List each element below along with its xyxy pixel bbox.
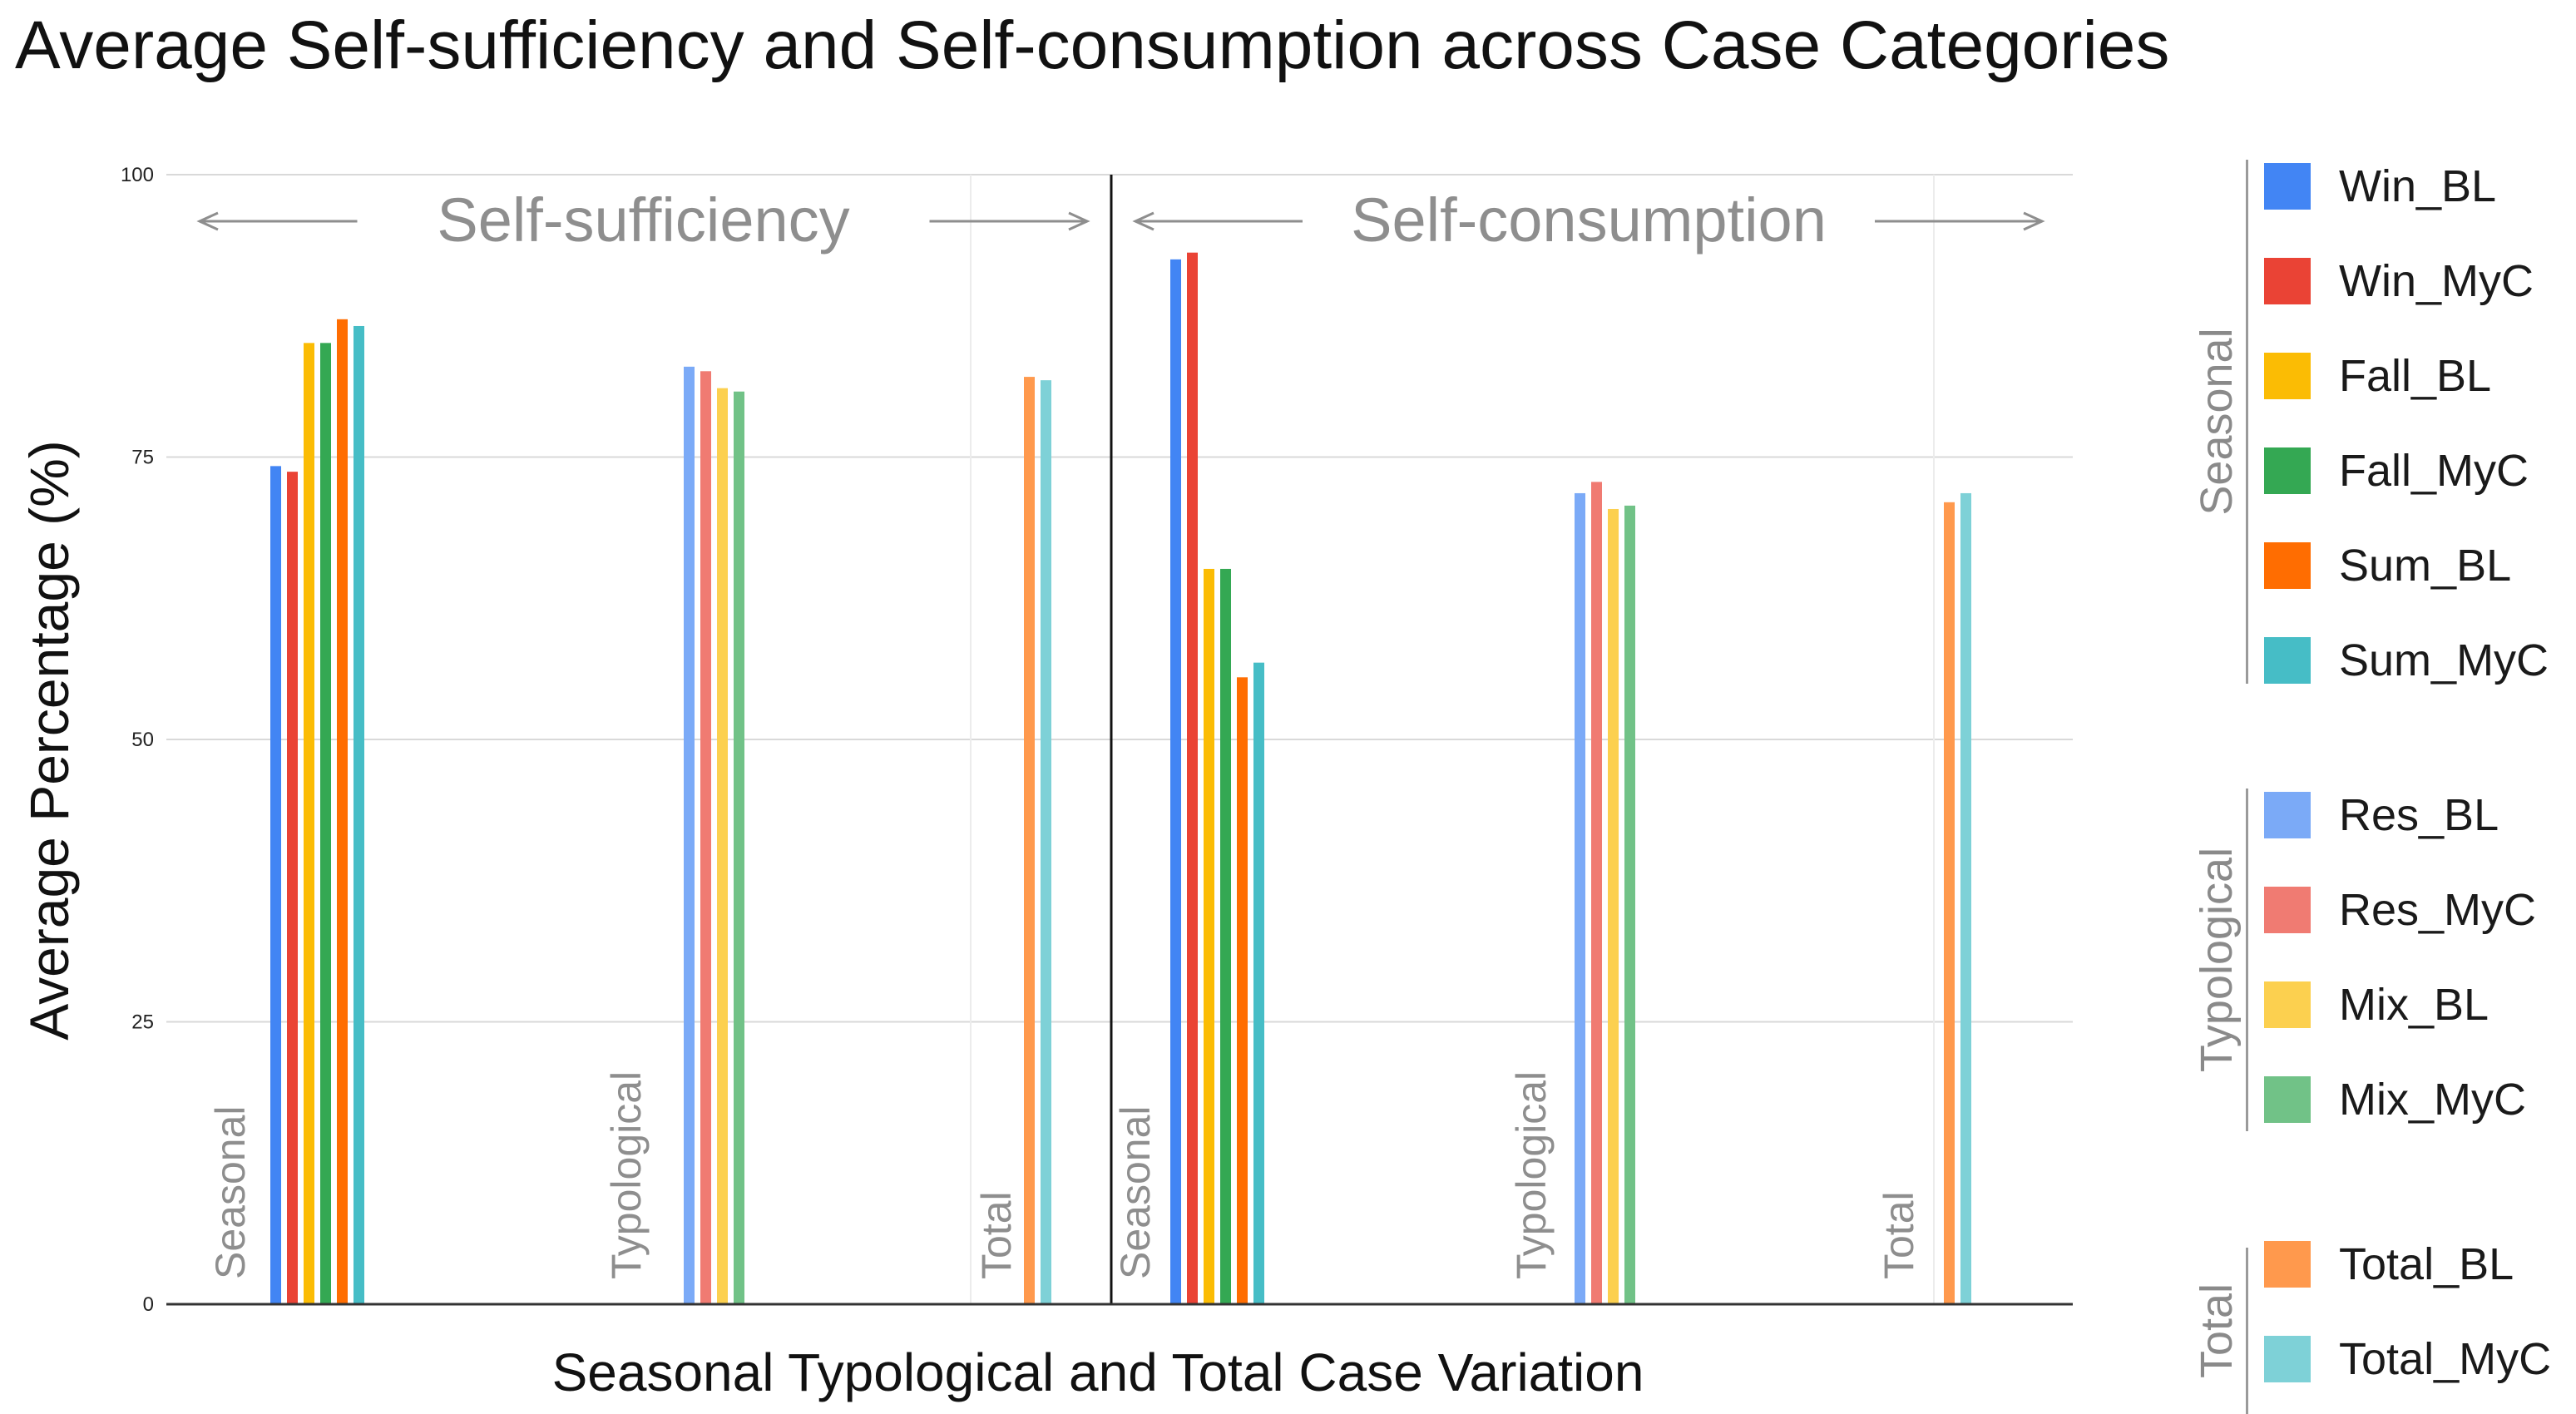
bar-Win_MyC: Win_MyC: 73.7 bbox=[287, 472, 298, 1304]
legend-item[interactable]: Mix_BL bbox=[2264, 972, 2489, 1038]
bar-Win_BL: Win_BL: 92.5 bbox=[1170, 259, 1181, 1305]
group-label: Seasonal bbox=[207, 1106, 254, 1280]
chart-title: Average Self-sufficiency and Self-consum… bbox=[15, 7, 2170, 83]
bar-Fall_BL: Fall_BL: 85.1 bbox=[304, 343, 314, 1304]
legend-item[interactable]: Fall_BL bbox=[2264, 343, 2491, 409]
legend-item[interactable]: Total_MyC bbox=[2264, 1326, 2551, 1392]
legend-group-divider bbox=[2246, 1248, 2248, 1414]
panel-label: Self-sufficiency bbox=[437, 185, 849, 255]
y-axis-title: Average Percentage (%) bbox=[18, 440, 80, 1041]
legend-label: Fall_BL bbox=[2339, 351, 2492, 401]
y-tick-label: 50 bbox=[131, 729, 154, 751]
legend-label: Mix_MyC bbox=[2339, 1075, 2526, 1125]
legend-item[interactable]: Win_MyC bbox=[2264, 248, 2534, 314]
panel-arrowhead-right bbox=[2023, 211, 2045, 231]
legend-label: Win_MyC bbox=[2339, 256, 2534, 306]
group-label: Typological bbox=[1508, 1071, 1555, 1279]
y-tick-label: 100 bbox=[121, 164, 154, 186]
legend-group-divider bbox=[2246, 160, 2248, 684]
legend-item[interactable]: Sum_BL bbox=[2264, 532, 2511, 599]
legend-swatch bbox=[2264, 447, 2311, 494]
legend-swatch bbox=[2264, 981, 2311, 1028]
legend-label: Res_MyC bbox=[2339, 885, 2537, 935]
bar-Sum_MyC: Sum_MyC: 86.6 bbox=[354, 325, 364, 1305]
legend-swatch bbox=[2264, 163, 2311, 210]
legend-item[interactable]: Sum_MyC bbox=[2264, 627, 2549, 694]
legend-swatch bbox=[2264, 353, 2311, 399]
y-tick-label: 75 bbox=[131, 447, 154, 469]
group-label: Seasonal bbox=[1112, 1106, 1159, 1280]
bar-Fall_MyC: Fall_MyC: 85.1 bbox=[320, 343, 331, 1304]
legend-swatch bbox=[2264, 637, 2311, 684]
legend-swatch bbox=[2264, 887, 2311, 933]
legend-item[interactable]: Win_BL bbox=[2264, 153, 2496, 220]
legend-item[interactable]: Res_MyC bbox=[2264, 877, 2536, 943]
panel-arrowhead-left bbox=[196, 211, 219, 231]
legend-swatch bbox=[2264, 792, 2311, 838]
bar-Mix_MyC: Mix_MyC: 70.7 bbox=[1624, 505, 1635, 1304]
legend-label: Win_BL bbox=[2339, 161, 2497, 211]
legend-label: Total_BL bbox=[2339, 1239, 2514, 1289]
bar-Mix_BL: Mix_BL: 70.4 bbox=[1608, 508, 1619, 1304]
legend-label: Total_MyC bbox=[2339, 1334, 2552, 1384]
legend-swatch bbox=[2264, 1241, 2311, 1288]
legend-item[interactable]: Fall_MyC bbox=[2264, 438, 2529, 504]
bar-Sum_BL: Sum_BL: 55.5 bbox=[1237, 677, 1248, 1304]
bar-Fall_BL: Fall_BL: 65.1 bbox=[1204, 568, 1214, 1304]
legend-item[interactable]: Mix_MyC bbox=[2264, 1066, 2526, 1133]
bar-Win_MyC: Win_MyC: 93.1 bbox=[1187, 252, 1198, 1304]
bar-Res_MyC: Res_MyC: 72.8 bbox=[1591, 482, 1602, 1304]
bar-Mix_BL: Mix_BL: 81.1 bbox=[717, 388, 728, 1304]
legend-item[interactable]: Res_BL bbox=[2264, 782, 2499, 848]
legend-group-title: Typological bbox=[2192, 847, 2242, 1073]
bar-Mix_MyC: Mix_MyC: 80.8 bbox=[734, 391, 744, 1305]
legend-label: Fall_MyC bbox=[2339, 446, 2529, 496]
group-label: Typological bbox=[603, 1071, 650, 1279]
legend-swatch bbox=[2264, 542, 2311, 589]
bar-Sum_MyC: Sum_MyC: 56.8 bbox=[1253, 662, 1264, 1304]
legend-label: Sum_MyC bbox=[2339, 635, 2549, 685]
legend-group-title: Seasonal bbox=[2192, 328, 2242, 516]
bar-Res_BL: Res_BL: 83 bbox=[684, 366, 695, 1304]
panel-label: Self-consumption bbox=[1351, 185, 1827, 255]
bar-Sum_BL: Sum_BL: 87.2 bbox=[337, 319, 348, 1305]
bar-Win_BL: Win_BL: 74.2 bbox=[270, 466, 281, 1304]
group-label: Total bbox=[1876, 1191, 1922, 1279]
bar-Res_MyC: Res_MyC: 82.6 bbox=[700, 371, 711, 1304]
legend-label: Res_BL bbox=[2339, 790, 2499, 840]
panel-arrowhead-right bbox=[1068, 211, 1090, 231]
y-tick-label: 0 bbox=[143, 1293, 154, 1316]
legend-group-divider bbox=[2246, 789, 2248, 1131]
panel-arrowhead-left bbox=[1132, 211, 1155, 231]
bar-Fall_MyC: Fall_MyC: 65.1 bbox=[1220, 568, 1231, 1304]
legend-swatch bbox=[2264, 1076, 2311, 1123]
legend-swatch bbox=[2264, 1336, 2311, 1382]
bar-Total_BL: Total_BL: 82.1 bbox=[1024, 377, 1035, 1304]
legend-group-title: Total bbox=[2192, 1283, 2242, 1379]
x-axis-title: Seasonal Typological and Total Case Vari… bbox=[552, 1342, 1644, 1402]
legend-label: Sum_BL bbox=[2339, 541, 2512, 591]
bar-Total_BL: Total_BL: 71 bbox=[1944, 502, 1955, 1304]
bar-Total_MyC: Total_MyC: 71.8 bbox=[1960, 492, 1971, 1304]
bar-Res_BL: Res_BL: 71.8 bbox=[1575, 492, 1585, 1304]
group-label: Total bbox=[973, 1191, 1020, 1279]
legend-swatch bbox=[2264, 258, 2311, 304]
legend-label: Mix_BL bbox=[2339, 980, 2489, 1030]
legend-item[interactable]: Total_BL bbox=[2264, 1231, 2514, 1298]
bar-Total_MyC: Total_MyC: 81.8 bbox=[1041, 380, 1051, 1304]
y-tick-label: 25 bbox=[131, 1011, 154, 1034]
